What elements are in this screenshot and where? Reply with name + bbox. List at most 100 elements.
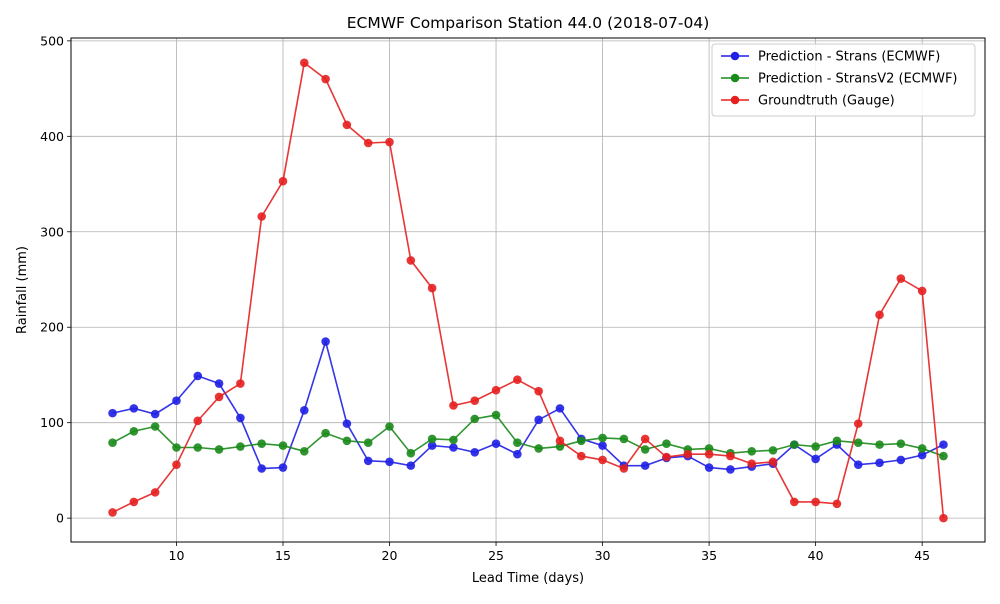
data-point: [385, 137, 394, 147]
data-point: [449, 443, 458, 452]
data-point: [172, 460, 181, 469]
data-point: [640, 445, 650, 454]
data-point: [470, 396, 480, 406]
data-point: [619, 434, 629, 444]
legend-item: Prediction - StransV2 (ECMWF): [721, 72, 958, 87]
data-point: [513, 375, 522, 385]
y-tick-label: 500: [40, 33, 64, 48]
data-point: [236, 442, 245, 451]
data-point: [108, 408, 117, 418]
data-point: [449, 435, 458, 445]
data-point: [619, 464, 629, 473]
data-point: [363, 138, 373, 148]
series-group: [108, 58, 948, 523]
data-point: [385, 422, 394, 431]
data-point: [278, 463, 288, 472]
series-line: [112, 414, 944, 457]
data-point: [150, 422, 160, 431]
data-point: [150, 488, 160, 497]
data-point: [427, 441, 437, 450]
data-point: [811, 442, 820, 451]
data-point: [704, 449, 714, 459]
data-point: [406, 461, 416, 470]
data-point: [363, 438, 373, 448]
y-axis-label: Rainfall (mm): [15, 246, 30, 334]
data-point: [470, 414, 480, 424]
data-point: [193, 443, 203, 452]
x-tick-label: 40: [808, 548, 824, 563]
data-point: [257, 439, 266, 448]
data-point: [193, 416, 203, 426]
data-point: [790, 497, 799, 507]
data-point: [491, 410, 501, 420]
series-line: [112, 338, 944, 471]
data-point: [576, 436, 586, 446]
data-point: [832, 436, 842, 446]
data-point: [534, 444, 543, 453]
data-point: [129, 404, 139, 413]
legend-box: [711, 43, 976, 117]
data-point: [598, 455, 607, 465]
data-point: [150, 409, 160, 419]
plot-area-frame: [70, 37, 986, 543]
data-point: [939, 440, 948, 449]
data-point: [214, 392, 224, 402]
data-point: [853, 460, 863, 469]
axis-ticks: 10 15 20 25 30 35 40 45 0 100 200 300 400 500: [40, 33, 930, 563]
data-point: [491, 439, 501, 448]
data-point: [683, 449, 693, 459]
data-point: [917, 286, 927, 296]
series-1: [108, 337, 948, 474]
data-point: [875, 458, 884, 468]
data-point: [704, 463, 714, 472]
data-point: [406, 448, 416, 458]
data-point: [172, 443, 181, 452]
data-point: [513, 438, 522, 448]
legend-marker: [730, 73, 740, 83]
data-point: [427, 434, 437, 444]
data-point: [129, 497, 139, 507]
data-point: [342, 436, 352, 446]
grid: [71, 38, 985, 542]
data-point: [853, 419, 863, 428]
data-point: [214, 379, 224, 388]
data-point: [278, 176, 288, 186]
data-point: [342, 120, 352, 130]
data-point: [363, 456, 373, 466]
data-point: [726, 465, 735, 474]
data-point: [747, 459, 757, 469]
data-point: [257, 464, 266, 473]
data-point: [662, 452, 671, 462]
data-point: [108, 438, 117, 448]
y-tick-label: 400: [40, 129, 64, 144]
x-tick-label: 20: [382, 548, 398, 563]
data-point: [853, 438, 863, 448]
legend-label: Prediction - Strans (ECMWF): [758, 50, 940, 65]
data-point: [278, 441, 288, 450]
data-point: [768, 457, 778, 467]
data-point: [917, 450, 927, 460]
data-point: [896, 455, 906, 465]
x-tick-label: 10: [169, 548, 185, 563]
data-point: [576, 451, 586, 461]
legend-marker: [730, 95, 740, 105]
series-3: [108, 58, 948, 523]
data-point: [406, 256, 416, 265]
data-point: [342, 419, 352, 428]
data-point: [768, 446, 778, 455]
data-point: [427, 283, 437, 293]
data-point: [598, 433, 607, 443]
series-line: [112, 61, 945, 519]
data-point: [236, 413, 245, 423]
data-point: [726, 451, 735, 461]
data-point: [470, 447, 480, 457]
data-point: [640, 434, 650, 444]
data-point: [811, 454, 820, 464]
x-tick-label: 25: [488, 548, 504, 563]
data-point: [640, 461, 650, 470]
data-point: [299, 405, 309, 415]
legend-item: Prediction - Strans (ECMWF): [721, 50, 940, 65]
series-2: [108, 410, 948, 461]
data-point: [555, 404, 565, 413]
